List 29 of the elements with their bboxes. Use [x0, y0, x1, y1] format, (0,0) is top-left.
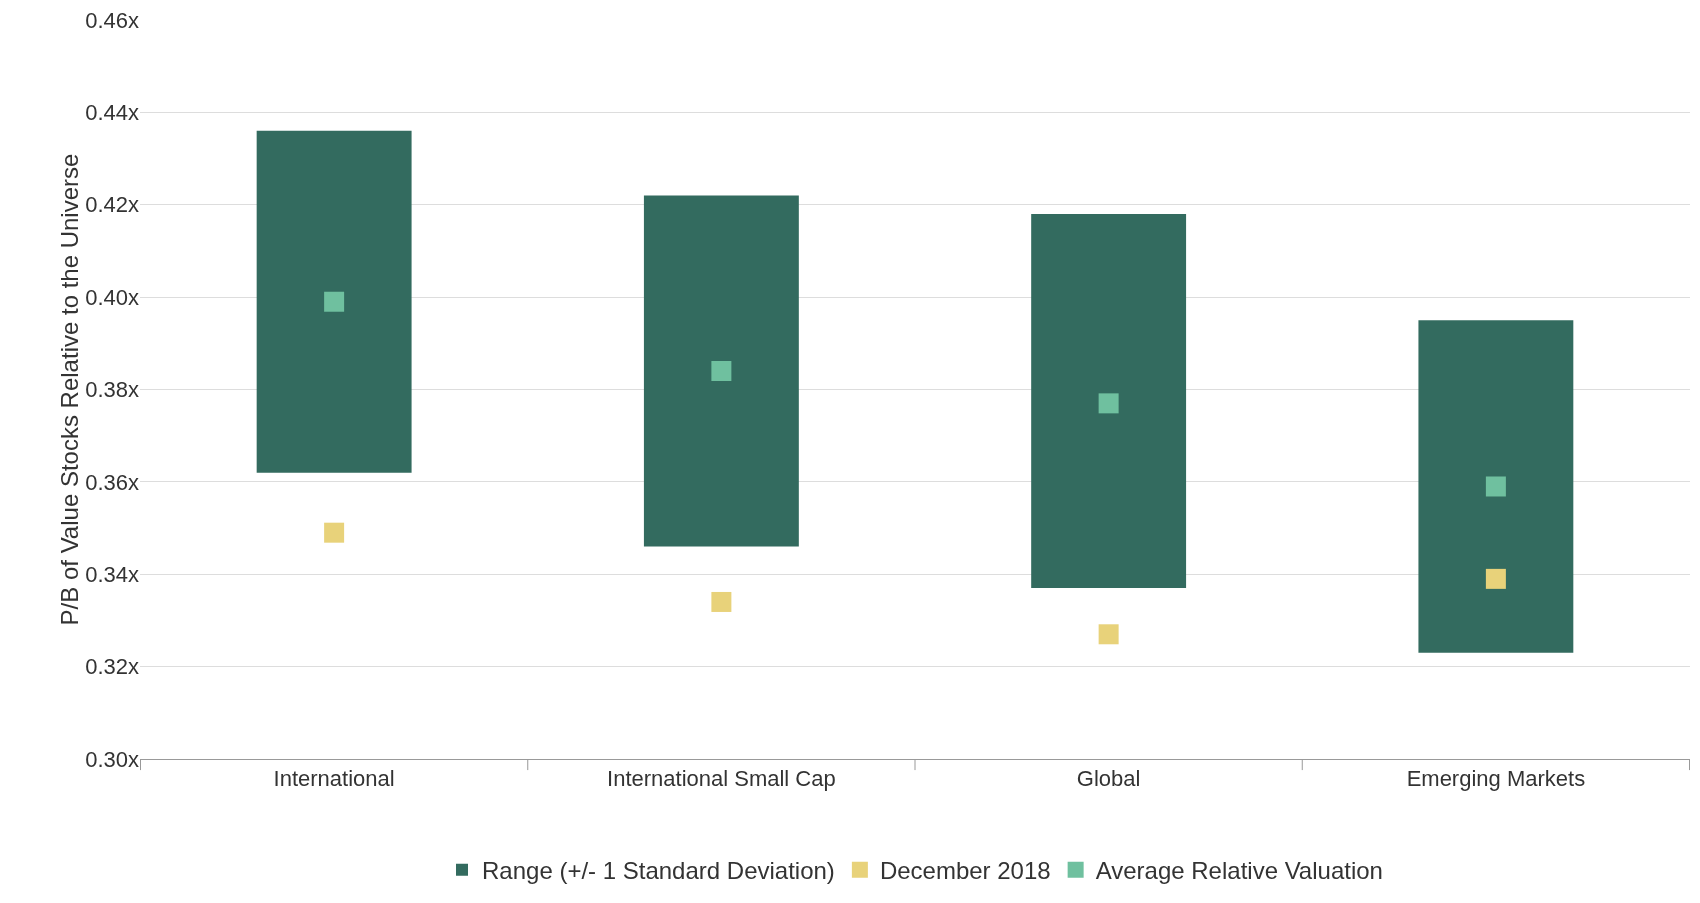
y-tick-label: 0.32x [85, 654, 139, 680]
x-tick-label: Emerging Markets [1406, 766, 1586, 792]
point [1485, 568, 1506, 589]
y-tick-label: 0.44x [85, 100, 139, 126]
point [711, 591, 732, 612]
bar [643, 195, 799, 547]
y-tick-label: 0.42x [85, 192, 139, 218]
x-tick-label: International Small Cap [607, 766, 836, 792]
point [1098, 393, 1119, 414]
x-tick-label: Global [1076, 766, 1141, 792]
legend-label: Average Relative Valuation [1095, 857, 1383, 885]
legend-label: Range (+/- 1 Standard Deviation) [482, 857, 835, 885]
y-tick-label: 0.40x [85, 284, 139, 310]
bar [256, 130, 412, 473]
point [1098, 624, 1119, 645]
y-axis-title: P/B of Value Stocks Relative to the Universe [56, 153, 84, 626]
y-tick-label: 0.34x [85, 561, 139, 587]
point [324, 522, 345, 543]
bar [1418, 320, 1574, 653]
y-tick-label: 0.36x [85, 469, 139, 495]
y-tick-label: 0.38x [85, 377, 139, 403]
point [324, 291, 345, 312]
bar [1031, 213, 1187, 589]
point [1485, 476, 1506, 497]
x-tick-label: International [273, 766, 395, 792]
point [711, 361, 732, 382]
legend-label: December 2018 [879, 857, 1051, 885]
y-tick-label: 0.46x [85, 7, 139, 33]
y-tick-label: 0.30x [85, 746, 139, 772]
